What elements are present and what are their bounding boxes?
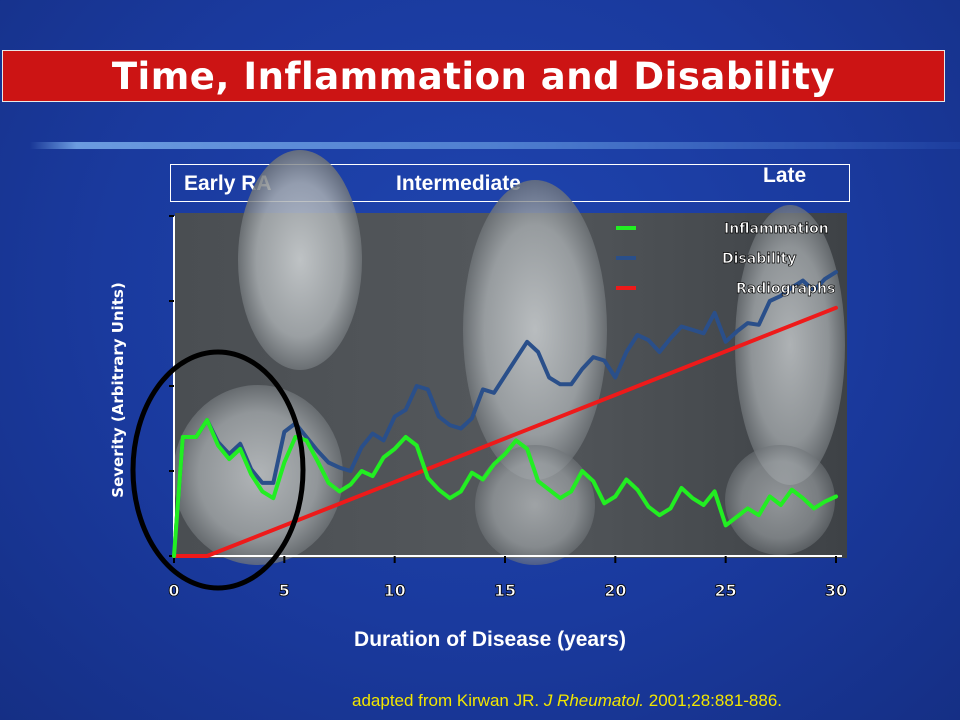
x-tick-label: 10	[384, 581, 406, 600]
stage-late-label: Late	[763, 164, 807, 187]
citation-suffix: 2001;28:881-886.	[648, 691, 783, 710]
x-tick-label: 25	[715, 581, 737, 600]
x-axis-label: Duration of Disease (years)	[354, 628, 626, 651]
chart-axes: 0 5 10 15 20 25 30	[168, 215, 848, 600]
series-line-inflammation	[172, 418, 838, 558]
early-stage-circle	[130, 349, 306, 591]
slide-title: Time, Inflammation and Disability	[111, 54, 836, 98]
stage-intermediate-label: Intermediate	[396, 172, 521, 195]
series-line-disability	[172, 270, 838, 558]
citation-journal: J Rheumatol.	[543, 691, 644, 710]
stage-early-label: Early RA	[184, 172, 272, 195]
divider-rule	[30, 142, 960, 149]
x-tick-label: 30	[825, 581, 847, 600]
chart-legend: Inflammation Disability Radiographs	[616, 221, 836, 297]
citation: adapted from Kirwan JR. J Rheumatol. 200…	[352, 691, 782, 711]
legend-label-inflammation: Inflammation	[724, 221, 829, 237]
legend-label-disability: Disability	[722, 251, 796, 267]
x-tick-label: 0	[168, 581, 179, 600]
y-axis-label: Severity (Arbitrary Units)	[109, 282, 127, 498]
citation-prefix: adapted from Kirwan JR.	[352, 691, 540, 710]
x-tick-label: 15	[494, 581, 516, 600]
legend-label-radiographs: Radiographs	[736, 281, 835, 297]
xray-background	[173, 150, 847, 565]
x-tick-label: 5	[279, 581, 290, 600]
title-bar: Time, Inflammation and Disability	[2, 50, 945, 102]
x-tick-label: 20	[604, 581, 626, 600]
series-line-radiographs	[172, 305, 838, 558]
chart-series	[172, 270, 838, 558]
